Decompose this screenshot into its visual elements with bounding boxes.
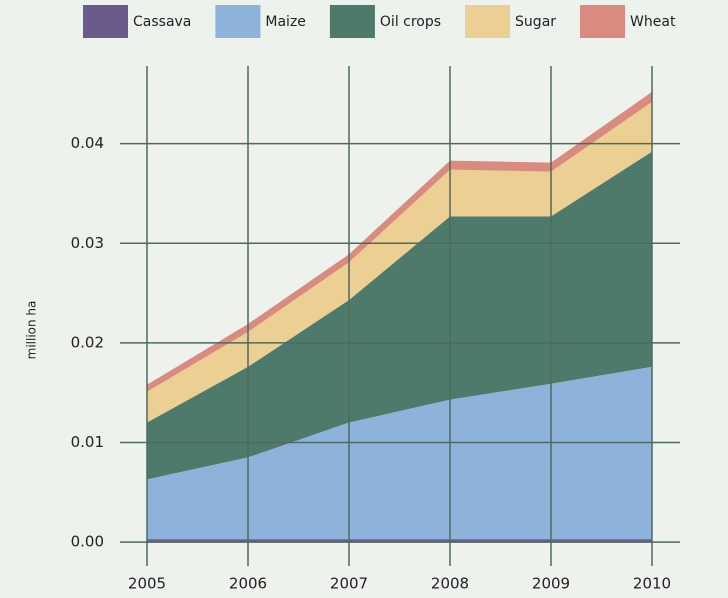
y-tick-label: 0.01	[71, 433, 104, 451]
legend-label: Wheat	[630, 14, 676, 30]
legend-label: Sugar	[515, 14, 556, 30]
legend-swatch	[83, 5, 128, 38]
y-axis-label: million ha	[25, 301, 39, 360]
x-tick-label: 2005	[128, 575, 166, 593]
y-tick-label: 0.04	[71, 134, 104, 152]
y-tick-label: 0.00	[71, 533, 104, 551]
x-tick-label: 2008	[431, 575, 469, 593]
legend-swatch	[465, 5, 511, 38]
legend-label: Cassava	[133, 14, 191, 30]
area	[147, 91, 652, 392]
legend-swatch	[580, 5, 626, 38]
legend-swatch	[329, 5, 375, 38]
areas	[147, 91, 652, 543]
legend-label: Oil crops	[380, 14, 441, 30]
x-tick-label: 2006	[229, 575, 267, 593]
x-tick-label: 2009	[532, 575, 570, 593]
y-tick-label: 0.02	[71, 333, 104, 351]
x-tick-label: 2010	[633, 575, 671, 593]
area	[147, 366, 652, 540]
area	[147, 151, 652, 480]
x-tick-label: 2007	[330, 575, 368, 593]
legend-swatch	[215, 5, 261, 38]
y-tick-label: 0.03	[71, 234, 104, 252]
legend-label: Maize	[265, 14, 306, 30]
grid	[120, 66, 680, 566]
